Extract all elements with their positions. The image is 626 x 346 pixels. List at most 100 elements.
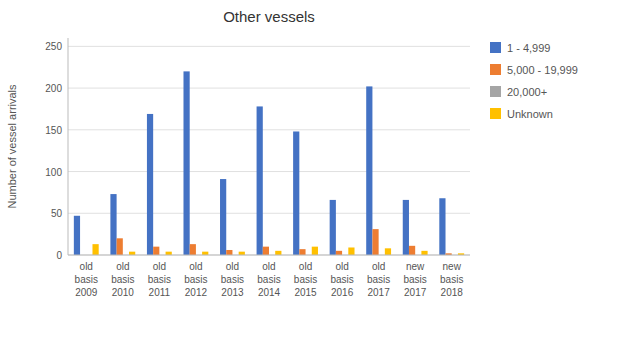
x-tick-label-line: basis xyxy=(148,274,171,285)
bar xyxy=(257,106,263,255)
bars xyxy=(74,71,464,255)
x-tick-label-line: old xyxy=(116,261,129,272)
bar xyxy=(147,114,153,255)
x-tick-label-line: 2014 xyxy=(258,287,281,298)
bar xyxy=(366,86,372,255)
x-tick-label-line: old xyxy=(262,261,275,272)
bar xyxy=(220,179,226,255)
bar xyxy=(403,200,409,255)
y-axis-label: Number of vessel arrivals xyxy=(6,84,18,209)
x-tick-label-line: 2016 xyxy=(331,287,354,298)
x-tick-label-line: basis xyxy=(404,274,427,285)
grid-line xyxy=(68,46,470,47)
title: Other vessels xyxy=(223,8,315,25)
bar xyxy=(110,194,116,255)
bar xyxy=(153,247,159,255)
x-tick-label-line: basis xyxy=(221,274,244,285)
legend-swatch xyxy=(490,108,501,119)
x-tick-label-line: basis xyxy=(330,274,353,285)
bar xyxy=(239,252,245,255)
grid-line xyxy=(68,171,470,172)
bar xyxy=(263,247,269,255)
bar xyxy=(348,247,354,255)
x-tick-label-line: basis xyxy=(257,274,280,285)
bar xyxy=(312,247,318,255)
bar xyxy=(293,131,299,255)
bar xyxy=(275,251,281,255)
x-tick-label-line: basis xyxy=(440,274,463,285)
bar xyxy=(183,71,189,255)
x-tick-label-line: basis xyxy=(184,274,207,285)
x-tick-label: new basis 2017 xyxy=(404,261,427,298)
x-tick-label-line: new xyxy=(443,261,462,272)
x-tick-label-line: new xyxy=(406,261,425,272)
bar xyxy=(92,244,98,255)
x-tick-label-line: old xyxy=(226,261,239,272)
x-tick-label-line: 2017 xyxy=(404,287,427,298)
x-tick-label-line: old xyxy=(153,261,166,272)
bar xyxy=(117,238,123,255)
legend-label: Unknown xyxy=(507,108,553,120)
x-tick-label-line: 2009 xyxy=(75,287,98,298)
y-tick-label: 250 xyxy=(45,41,62,52)
x-tick-label-line: old xyxy=(189,261,202,272)
x-tick-label: old basis 2013 xyxy=(221,261,244,298)
x-tick-label: old basis 2011 xyxy=(148,261,171,298)
x-tick-label-line: 2017 xyxy=(368,287,391,298)
y-tick-label: 0 xyxy=(56,250,62,261)
bar xyxy=(202,252,208,255)
x-tick-label-line: basis xyxy=(294,274,317,285)
x-tick-label-line: old xyxy=(299,261,312,272)
bar xyxy=(439,198,445,255)
x-tick-label-line: old xyxy=(372,261,385,272)
x-tick-label: old basis 2012 xyxy=(184,261,207,298)
bar xyxy=(166,252,172,255)
x-tick-label-line: old xyxy=(335,261,348,272)
x-tick-label: old basis 2016 xyxy=(330,261,353,298)
x-tick-label-line: old xyxy=(80,261,93,272)
bar xyxy=(74,216,80,255)
x-tick-label: old basis 2014 xyxy=(257,261,280,298)
x-tick-label-line: 2015 xyxy=(294,287,317,298)
grid-line xyxy=(68,88,470,89)
legend-label: 5,000 - 19,999 xyxy=(507,64,578,76)
x-tick-label-line: 2018 xyxy=(441,287,464,298)
bar xyxy=(409,246,415,255)
grid-line xyxy=(68,129,470,130)
legend-label: 20,000+ xyxy=(507,86,547,98)
legend-swatch xyxy=(490,64,501,75)
grid-line xyxy=(68,213,470,214)
y-tick-label: 100 xyxy=(45,167,62,178)
y-tick-label: 200 xyxy=(45,83,62,94)
x-tick-label: new basis 2018 xyxy=(440,261,463,298)
x-tick-label: old basis 2009 xyxy=(75,261,98,298)
x-tick-label-line: 2013 xyxy=(221,287,244,298)
x-tick-label-line: 2011 xyxy=(149,287,171,298)
x-tick-label-line: 2010 xyxy=(112,287,135,298)
bar xyxy=(336,251,342,255)
legend-swatch xyxy=(490,86,501,97)
bar xyxy=(372,229,378,255)
x-tick-label: old basis 2010 xyxy=(111,261,134,298)
legend-label: 1 - 4,999 xyxy=(507,42,550,54)
bar xyxy=(190,244,196,255)
x-tick-label-line: basis xyxy=(111,274,134,285)
x-tick-label-line: 2012 xyxy=(185,287,208,298)
bar xyxy=(421,251,427,255)
x-tick-label: old basis 2017 xyxy=(367,261,390,298)
grid-line xyxy=(68,255,470,256)
x-tick-label: old basis 2015 xyxy=(294,261,317,298)
x-axis-line xyxy=(68,255,470,256)
y-tick-label: 150 xyxy=(45,125,62,136)
bar xyxy=(330,200,336,255)
bar xyxy=(129,252,135,255)
x-tick-label-line: basis xyxy=(367,274,390,285)
x-tick-label-line: basis xyxy=(75,274,98,285)
bar xyxy=(299,249,305,255)
chart: Other vessels Number of vessel arrivals 0 5… xyxy=(0,0,626,346)
bar xyxy=(226,250,232,255)
legend-swatch xyxy=(490,42,501,53)
y-axis-line xyxy=(68,38,69,255)
bar xyxy=(385,248,391,255)
y-tick-label: 50 xyxy=(51,208,63,219)
